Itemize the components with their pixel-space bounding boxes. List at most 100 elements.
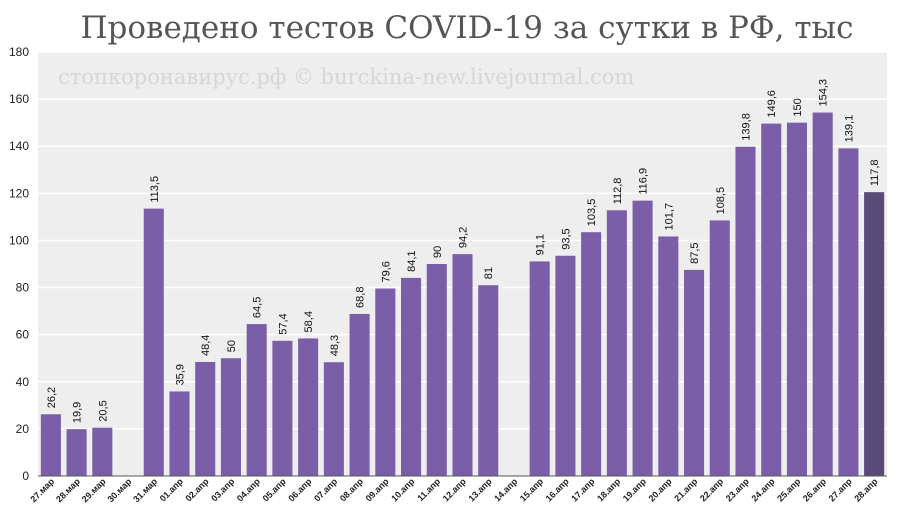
- bar: [220, 358, 241, 476]
- y-tick-label: 120: [9, 186, 29, 200]
- x-tick-label: 20.апр: [647, 476, 675, 504]
- bar: [272, 340, 293, 476]
- bar: [323, 362, 344, 476]
- y-tick-label: 20: [16, 422, 30, 436]
- x-tick-label: 28.апр: [852, 476, 880, 504]
- data-label: 57,4: [277, 313, 289, 334]
- x-tick-label: 27.мар: [28, 476, 56, 504]
- data-label: 35,9: [175, 364, 187, 385]
- data-label: 117,8: [869, 159, 881, 186]
- data-label: 19,9: [72, 402, 84, 423]
- data-label: 154,3: [818, 79, 830, 107]
- bar: [735, 146, 756, 476]
- data-label: 139,1: [843, 115, 855, 143]
- x-tick-label: 06.апр: [286, 476, 314, 504]
- bar: [478, 285, 499, 476]
- x-tick-label: 28.мар: [54, 476, 82, 504]
- x-tick-label: 03.апр: [209, 476, 237, 504]
- x-tick-label: 07.апр: [312, 476, 340, 504]
- data-label: 112,8: [612, 178, 624, 205]
- bar: [143, 208, 164, 476]
- bar: [66, 429, 87, 476]
- bar: [40, 414, 61, 476]
- x-tick-label: 10.апр: [389, 476, 417, 504]
- y-tick-label: 60: [16, 328, 30, 342]
- x-tick-label: 29.мар: [80, 476, 108, 504]
- bar: [529, 261, 550, 476]
- y-tick-label: 100: [9, 233, 29, 247]
- data-label: 79,6: [380, 261, 392, 282]
- data-label: 116,9: [638, 168, 650, 195]
- bar: [709, 220, 730, 476]
- x-tick-label: 30.мар: [105, 476, 133, 504]
- data-label: 91,1: [535, 234, 547, 255]
- bar: [426, 264, 447, 476]
- data-label: 94,2: [458, 227, 470, 248]
- bar: [786, 122, 807, 477]
- bar: [246, 324, 267, 476]
- x-tick-label: 23.апр: [724, 476, 752, 504]
- bar: [658, 236, 679, 476]
- x-tick-label: 04.апр: [235, 476, 263, 504]
- x-tick-label: 13.апр: [466, 476, 494, 504]
- data-label: 113,5: [149, 176, 161, 203]
- x-tick-label: 16.апр: [544, 476, 572, 504]
- bar: [632, 200, 653, 476]
- data-label: 68,8: [355, 287, 367, 308]
- x-tick-label: 11.апр: [415, 476, 442, 503]
- x-tick-label: 19.апр: [621, 476, 649, 504]
- data-label: 20,5: [97, 400, 109, 421]
- x-tick-label: 24.апр: [749, 476, 777, 504]
- bar: [92, 427, 113, 476]
- data-label: 150: [792, 98, 804, 116]
- bar: [555, 255, 576, 476]
- x-tick-label: 01.апр: [158, 476, 186, 504]
- data-label: 58,4: [303, 311, 315, 332]
- data-label: 26,2: [46, 387, 58, 408]
- bar: [452, 254, 473, 476]
- data-label: 139,8: [741, 113, 753, 141]
- y-tick-label: 180: [9, 45, 29, 59]
- x-tick-label: 22.апр: [698, 476, 726, 504]
- x-tick-label: 17.апр: [569, 476, 597, 504]
- x-tick-label: 05.апр: [261, 476, 289, 504]
- data-label: 101,7: [663, 203, 675, 231]
- x-tick-label: 08.апр: [338, 476, 366, 504]
- x-axis-ticks: 27.мар28.мар29.мар30.мар31.мар01.апр02.а…: [28, 476, 880, 504]
- bar: [298, 338, 319, 476]
- x-tick-label: 25.апр: [775, 476, 803, 504]
- x-tick-label: 12.апр: [441, 476, 469, 504]
- data-label: 108,5: [715, 187, 727, 215]
- bar: [195, 361, 216, 476]
- x-tick-label: 18.апр: [595, 476, 623, 504]
- y-tick-label: 40: [16, 375, 30, 389]
- bar: [761, 123, 782, 476]
- bar: [812, 112, 833, 476]
- x-tick-label: 14.апр: [492, 476, 520, 504]
- bar: [401, 277, 422, 476]
- data-label: 149,6: [766, 90, 778, 118]
- bar: [375, 288, 396, 476]
- x-tick-label: 21.апр: [672, 476, 700, 504]
- bars: [40, 112, 885, 477]
- x-tick-label: 26.апр: [801, 476, 829, 504]
- chart-title: Проведено тестов COVID-19 за сутки в РФ,…: [80, 10, 853, 46]
- y-tick-label: 80: [16, 281, 30, 295]
- y-axis-ticks: 0 20 40 60 80 100 120 140 160 180: [9, 45, 29, 483]
- bar: [684, 269, 705, 476]
- x-tick-label: 31.мар: [131, 476, 159, 504]
- y-tick-label: 140: [9, 139, 29, 153]
- data-label: 87,5: [689, 242, 701, 263]
- x-tick-label: 15.апр: [518, 476, 546, 504]
- y-tick-label: 160: [9, 92, 29, 106]
- bar: [169, 391, 190, 476]
- data-label: 81: [483, 267, 495, 279]
- x-tick-label: 02.апр: [183, 476, 211, 504]
- bar: [581, 232, 602, 476]
- data-label: 50: [226, 340, 238, 352]
- x-tick-label: 27.апр: [827, 476, 855, 504]
- data-labels: 26,2 19,9 20,5 113,5 35,9 48,4 50 64,5 57,4 58,4 4…: [46, 79, 881, 423]
- data-label: 48,4: [200, 335, 212, 356]
